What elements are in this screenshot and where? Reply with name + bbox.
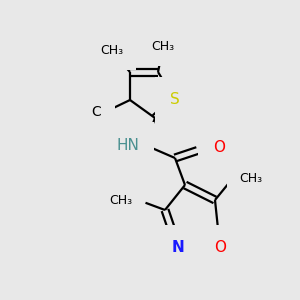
Text: CH₃: CH₃: [109, 194, 132, 206]
Text: CH₃: CH₃: [152, 40, 175, 53]
Text: O: O: [214, 241, 226, 256]
Text: CH₃: CH₃: [100, 44, 124, 57]
Text: C: C: [91, 105, 101, 119]
Text: CH₃: CH₃: [239, 172, 262, 184]
Text: N: N: [172, 241, 184, 256]
Text: S: S: [170, 92, 180, 107]
Text: O: O: [213, 140, 225, 155]
Text: HN: HN: [116, 137, 139, 152]
Text: N: N: [77, 112, 89, 128]
